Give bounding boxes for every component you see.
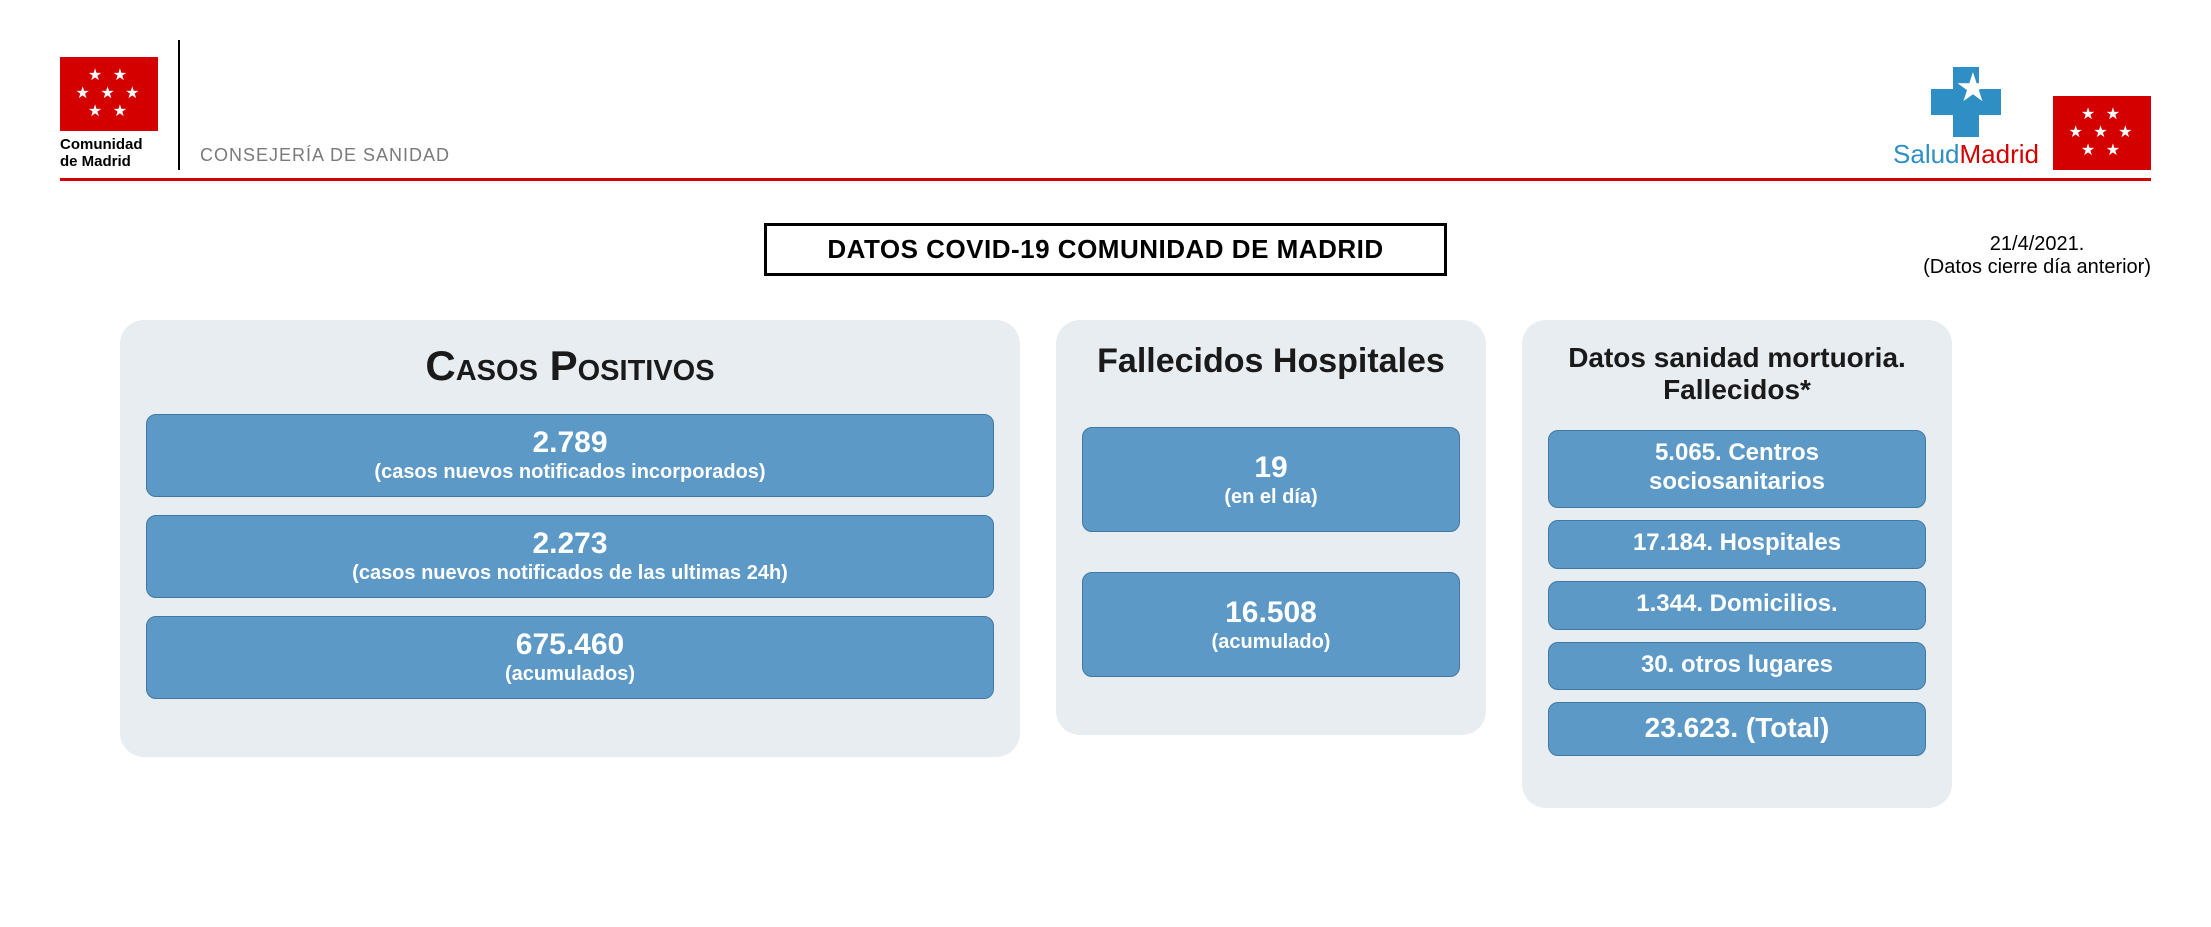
tile-text-l2: sociosanitarios bbox=[1559, 468, 1915, 497]
mortuoria-title-l2: Fallecidos* bbox=[1663, 374, 1811, 405]
tile-casos-0: 2.789 (casos nuevos notificados incorpor… bbox=[146, 414, 994, 497]
tile-mortuoria-0: 5.065. Centros sociosanitarios bbox=[1548, 430, 1926, 508]
title-row: DATOS COVID-19 COMUNIDAD DE MADRID 21/4/… bbox=[60, 223, 2151, 276]
panel-fallecidos-hospitales: Fallecidos Hospitales 19 (en el día) 16.… bbox=[1056, 320, 1486, 735]
tile-mortuoria-4: 23.623. (Total) bbox=[1548, 702, 1926, 756]
tile-text-l1: 17.184. Hospitales bbox=[1559, 529, 1915, 558]
header: ★ ★ ★ ★ ★ ★ ★ Comunidad de Madrid CONSEJ… bbox=[60, 40, 2151, 170]
flag-caption-line1: Comunidad bbox=[60, 136, 143, 153]
tile-mortuoria-1: 17.184. Hospitales bbox=[1548, 520, 1926, 569]
madrid-flag-block: ★ ★ ★ ★ ★ ★ ★ Comunidad de Madrid bbox=[60, 57, 158, 170]
tile-mortuoria-2: 1.344. Domicilios. bbox=[1548, 581, 1926, 630]
tile-label: (acumulado) bbox=[1093, 631, 1449, 654]
tile-text-l1: 30. otros lugares bbox=[1559, 651, 1915, 680]
page-title: DATOS COVID-19 COMUNIDAD DE MADRID bbox=[764, 223, 1446, 276]
mortuoria-title-l1: Datos sanidad mortuoria. bbox=[1568, 342, 1906, 373]
header-right: ★ SaludMadrid ★ ★ ★ ★ ★ ★ ★ bbox=[1893, 67, 2151, 170]
madrid-flag-icon: ★ ★ ★ ★ ★ ★ ★ bbox=[60, 57, 158, 131]
tile-label: (casos nuevos notificados incorporados) bbox=[161, 461, 979, 484]
tile-casos-2: 675.460 (acumulados) bbox=[146, 616, 994, 699]
panels-row: Casos Positivos 2.789 (casos nuevos noti… bbox=[60, 320, 2151, 808]
flag-caption-line2: de Madrid bbox=[60, 153, 131, 170]
tile-mortuoria-3: 30. otros lugares bbox=[1548, 642, 1926, 691]
tile-fallecidos-1: 16.508 (acumulado) bbox=[1082, 572, 1460, 677]
tile-casos-1: 2.273 (casos nuevos notificados de las u… bbox=[146, 515, 994, 598]
panel-title-mortuoria: Datos sanidad mortuoria. Fallecidos* bbox=[1568, 342, 1906, 406]
tile-value: 19 bbox=[1093, 450, 1449, 486]
tile-value: 675.460 bbox=[161, 627, 979, 663]
salud-word2: Madrid bbox=[1960, 139, 2039, 169]
madrid-flag-icon-right: ★ ★ ★ ★ ★ ★ ★ bbox=[2053, 96, 2151, 170]
panel-mortuoria: Datos sanidad mortuoria. Fallecidos* 5.0… bbox=[1522, 320, 1952, 808]
flag-caption: Comunidad de Madrid bbox=[60, 137, 158, 170]
tile-value: 2.273 bbox=[161, 526, 979, 562]
tile-fallecidos-0: 19 (en el día) bbox=[1082, 427, 1460, 532]
tile-label: (acumulados) bbox=[161, 663, 979, 686]
salud-madrid-text: SaludMadrid bbox=[1893, 139, 2039, 170]
panel-casos-positivos: Casos Positivos 2.789 (casos nuevos noti… bbox=[120, 320, 1020, 757]
tile-text-l1: 5.065. Centros bbox=[1559, 439, 1915, 468]
header-left: ★ ★ ★ ★ ★ ★ ★ Comunidad de Madrid CONSEJ… bbox=[60, 40, 450, 170]
date-line2: (Datos cierre día anterior) bbox=[1923, 256, 2151, 279]
tile-label: (en el día) bbox=[1093, 486, 1449, 509]
tile-text-l1: 1.344. Domicilios. bbox=[1559, 590, 1915, 619]
tile-label: (casos nuevos notificados de las ultimas… bbox=[161, 562, 979, 585]
tile-value: 16.508 bbox=[1093, 595, 1449, 631]
salud-word1: Salud bbox=[1893, 139, 1960, 169]
panel-title-casos: Casos Positivos bbox=[425, 342, 714, 390]
date-block: 21/4/2021. (Datos cierre día anterior) bbox=[1923, 233, 2151, 279]
department-label: CONSEJERÍA DE SANIDAD bbox=[200, 145, 450, 166]
tile-value: 2.789 bbox=[161, 425, 979, 461]
vertical-rule bbox=[178, 40, 180, 170]
tile-text-l1: 23.623. (Total) bbox=[1559, 711, 1915, 745]
salud-madrid-logo: ★ SaludMadrid bbox=[1893, 67, 2039, 170]
medical-cross-icon: ★ bbox=[1931, 67, 2001, 137]
header-rule bbox=[60, 178, 2151, 181]
panel-title-fallecidos: Fallecidos Hospitales bbox=[1097, 342, 1445, 381]
date-line1: 21/4/2021. bbox=[1923, 233, 2151, 256]
